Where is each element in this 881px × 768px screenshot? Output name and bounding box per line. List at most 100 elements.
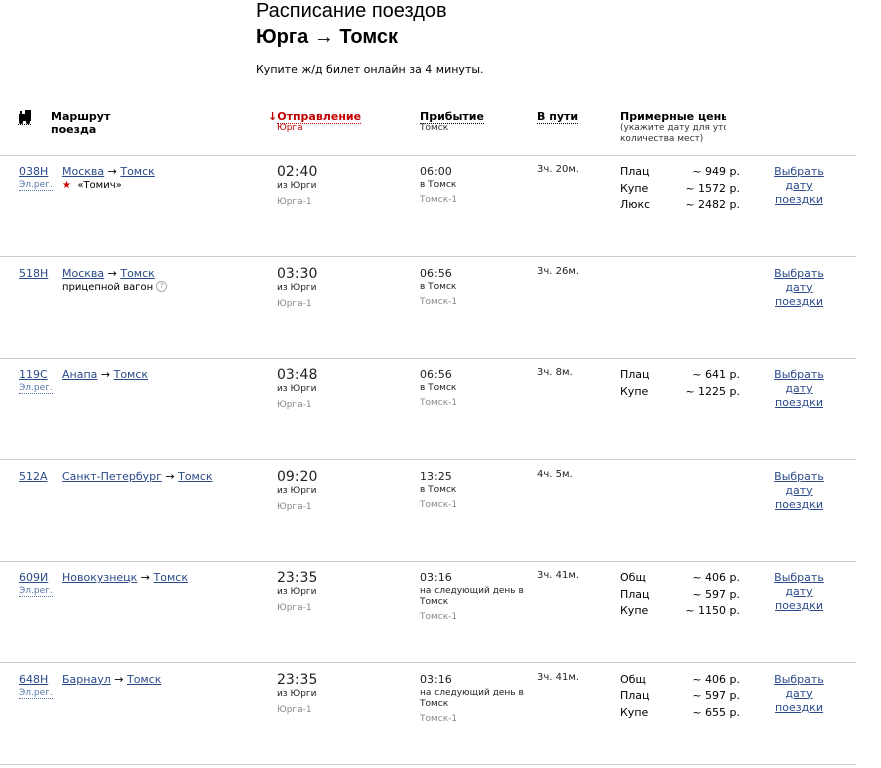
car-class: Купе	[620, 705, 649, 719]
destination-link[interactable]: Томск	[113, 368, 149, 381]
duration: 3ч. 20м.	[537, 164, 580, 175]
train-number-link[interactable]: 648Н	[19, 672, 49, 686]
departure-from: из Юрги	[277, 384, 317, 394]
car-class: Плац	[620, 689, 650, 702]
header-duration[interactable]: В пути	[537, 110, 579, 124]
arrival-time: 13:25	[420, 469, 452, 483]
train-row: 119С Эл.рег. Анапа → Томск 03:48 из Юрги Ю…	[0, 359, 856, 459]
e-registration-badge[interactable]: Эл.рег.	[19, 180, 53, 191]
departure-time: 02:40	[277, 164, 318, 180]
origin-link[interactable]: Москва	[62, 165, 105, 178]
arrival-time: 06:56	[420, 266, 452, 280]
origin-link[interactable]: Москва	[62, 266, 105, 280]
departure-from: из Юрги	[277, 688, 317, 699]
header-arrival[interactable]: Прибытие Томск	[420, 110, 484, 133]
departure-time: 03:48	[277, 367, 318, 383]
origin-link[interactable]: Барнаул	[62, 672, 111, 686]
train-number-link[interactable]: 609И	[19, 571, 49, 584]
divider	[0, 560, 856, 562]
e-registration-badge[interactable]: Эл.рег.	[19, 687, 53, 699]
price-list: Общ ~ 406 р. Плац ~ 597 р. Купе ~ 655 р.	[620, 673, 740, 723]
duration: 3ч. 41м.	[537, 671, 580, 683]
e-registration-badge[interactable]: Эл.рег.	[19, 586, 53, 597]
train-number-link[interactable]: 512А	[19, 469, 48, 483]
choose-date-link[interactable]: Выбрать дату поездки	[774, 672, 824, 714]
divider	[0, 459, 856, 460]
car-class: Плац	[620, 368, 650, 381]
route: Москва → Томск прицепной вагон ?	[62, 267, 252, 295]
route: Барнаул → Томск	[62, 672, 162, 686]
price-item: Купе ~ 1225 р.	[620, 385, 740, 402]
choose-date-link[interactable]: Выбрать дату поездки	[774, 165, 824, 206]
arrival-time: 03:16	[420, 672, 452, 686]
price: ~ 1150 р.	[685, 604, 740, 617]
price-item: Плац ~ 641 р.	[620, 368, 740, 385]
help-icon[interactable]: ?	[156, 281, 168, 292]
choose-date-link[interactable]: Выбрать дату поездки	[774, 571, 824, 612]
duration: 3ч. 26м.	[537, 265, 580, 277]
departure-from: из Юрги	[277, 485, 317, 496]
divider	[0, 155, 856, 156]
price-list: Плац ~ 641 р. Купе ~ 1225 р.	[620, 368, 740, 401]
departure-time: 09:20	[277, 468, 318, 485]
departure-from: из Юрги	[277, 181, 317, 191]
route-title: Юрга → Томск	[256, 26, 398, 48]
price-item: Общ ~ 406 р.	[620, 673, 740, 690]
train-number-link[interactable]: 038Н	[19, 165, 49, 178]
car-class: Плац	[620, 587, 650, 601]
price: ~ 597 р.	[692, 689, 740, 702]
arrival-station: Томск-1	[420, 612, 458, 622]
route: Новокузнецк → Томск	[62, 571, 188, 584]
arrival-station: Томск-1	[420, 499, 458, 510]
train-icon[interactable]	[18, 109, 32, 129]
departure-from: из Юрги	[277, 282, 317, 293]
arrival-time: 06:00	[420, 165, 452, 178]
train-row: 609И Эл.рег. Новокузнецк → Томск 23:35 из …	[0, 562, 856, 662]
arrival-station: Томск-1	[420, 296, 458, 307]
divider	[0, 256, 856, 257]
choose-date-link[interactable]: Выбрать дату поездки	[774, 266, 824, 308]
origin-link[interactable]: Санкт-Петербург	[62, 469, 162, 483]
car-class: Купе	[620, 384, 649, 398]
destination-link[interactable]: Томск	[178, 469, 213, 483]
departure-station: Юрга-1	[277, 501, 312, 512]
price: ~ 655 р.	[692, 705, 740, 719]
destination-link[interactable]: Томск	[126, 672, 162, 686]
price: ~ 641 р.	[692, 368, 740, 381]
origin-link[interactable]: Новокузнецк	[62, 571, 138, 584]
car-class: Люкс	[620, 198, 651, 211]
price: ~ 406 р.	[692, 672, 740, 686]
train-note: «Томич»	[77, 180, 122, 191]
divider	[0, 357, 856, 359]
destination-link[interactable]: Томск	[120, 266, 155, 280]
arrival-time: 03:16	[420, 571, 452, 584]
price-item: Плац ~ 597 р.	[620, 588, 740, 605]
departure-station: Юрга-1	[277, 298, 312, 309]
header-prices: Примерные цены (укажите дату для уточнен…	[620, 110, 726, 144]
train-note: прицепной вагон	[62, 281, 154, 293]
price-item: Купе ~ 655 р.	[620, 706, 740, 723]
price-item: Купе ~ 1572 р.	[620, 182, 740, 199]
choose-date-link[interactable]: Выбрать дату поездки	[774, 469, 824, 511]
price: ~ 1572 р.	[685, 181, 740, 195]
train-row: 518Н Москва → Томск прицепной вагон ? 03:3…	[0, 258, 856, 358]
choose-date-link[interactable]: Выбрать дату поездки	[774, 368, 824, 409]
destination-link[interactable]: Томск	[120, 165, 155, 178]
destination-link[interactable]: Томск	[153, 571, 188, 584]
price-item: Общ ~ 406 р.	[620, 571, 740, 588]
train-number-link[interactable]: 518Н	[19, 266, 49, 280]
header-route: Маршрут поезда	[51, 110, 111, 136]
route: Москва → Томск ★ «Томич»	[62, 165, 155, 191]
e-registration-badge[interactable]: Эл.рег.	[19, 383, 53, 394]
car-class: Купе	[620, 181, 649, 195]
train-number-link[interactable]: 119С	[19, 368, 48, 381]
car-class: Плац	[620, 165, 650, 178]
header-departure[interactable]: ↓Отправление Юрга	[268, 110, 362, 133]
arrival-to: в Томск	[420, 484, 457, 495]
car-class: Общ	[620, 672, 646, 686]
car-class: Купе	[620, 604, 649, 617]
departure-station: Юрга-1	[277, 400, 312, 410]
departure-station: Юрга-1	[277, 603, 312, 613]
origin-link[interactable]: Анапа	[62, 368, 98, 381]
departure-time: 03:30	[277, 265, 318, 282]
